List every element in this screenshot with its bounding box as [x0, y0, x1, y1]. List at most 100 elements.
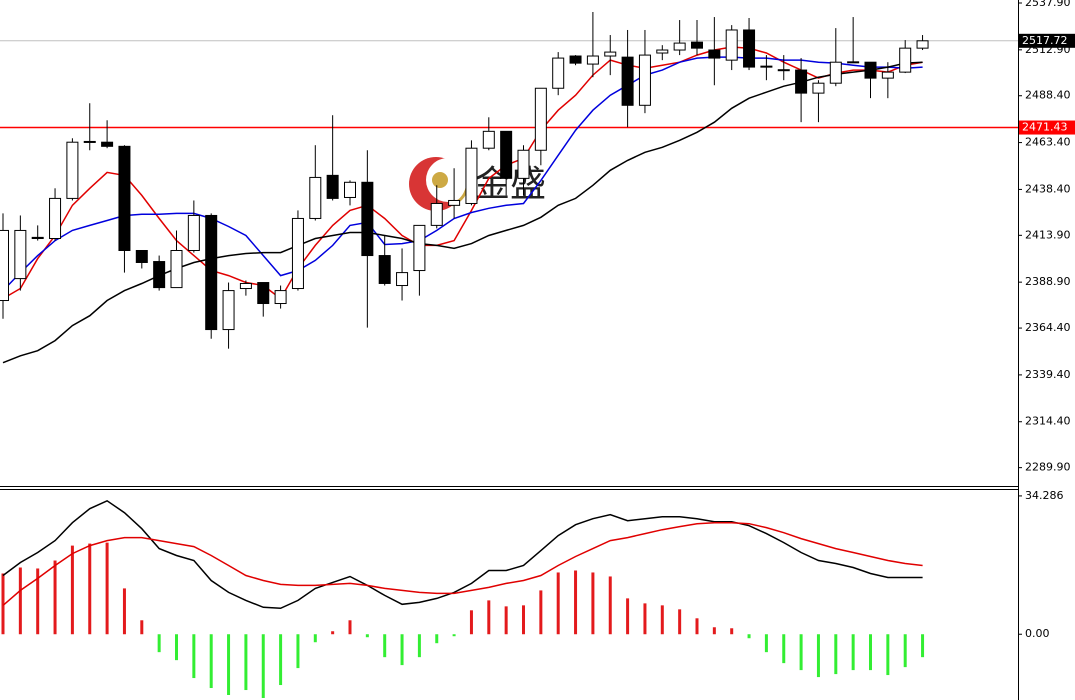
candle-body	[812, 82, 825, 94]
candle-body	[465, 147, 478, 204]
histogram-bar	[678, 609, 682, 635]
histogram-bar	[140, 620, 144, 635]
histogram-bar	[851, 634, 855, 671]
price-panel	[0, 11, 1018, 364]
histogram-bar	[331, 631, 335, 635]
candle-body	[604, 51, 617, 57]
histogram-bar	[487, 600, 491, 635]
histogram-bar	[157, 634, 161, 653]
candle-body	[864, 61, 877, 79]
level-label: 2471.43	[1022, 121, 1068, 134]
candle-body	[534, 87, 547, 151]
histogram-bar	[261, 634, 265, 698]
histogram-bar	[626, 598, 630, 635]
histogram-bar	[886, 634, 890, 676]
candle-body	[135, 249, 148, 263]
candle-body	[899, 47, 912, 73]
indicator-line	[2, 521, 923, 606]
candle-body	[708, 49, 721, 59]
candle-body	[66, 141, 79, 199]
candle-body	[430, 202, 443, 226]
histogram-bar	[539, 590, 543, 635]
candle-body	[170, 249, 183, 289]
histogram-bar	[313, 634, 317, 643]
candle-body	[153, 261, 166, 289]
histogram-bar	[192, 634, 196, 679]
histogram-bar	[452, 634, 456, 637]
candle-body	[777, 69, 790, 72]
histogram-bar	[209, 634, 213, 689]
histogram-bar	[105, 542, 109, 635]
candle-body	[118, 145, 131, 251]
histogram-bar	[469, 610, 473, 635]
histogram-bar	[869, 634, 872, 671]
histogram-bar	[400, 634, 404, 666]
histogram-bar	[747, 634, 751, 639]
candle-body	[586, 55, 599, 65]
candle-body	[378, 255, 391, 284]
candle-body	[847, 61, 860, 64]
candle-body	[795, 69, 808, 94]
y-tick-label: 0.00	[1025, 627, 1050, 640]
y-tick-label: 2488.40	[1025, 89, 1071, 102]
histogram-bar	[279, 634, 283, 686]
histogram-bar	[921, 634, 925, 658]
price-tag	[1019, 33, 1075, 48]
candle-body	[569, 55, 582, 64]
histogram-bar	[574, 570, 578, 635]
level-tag	[1019, 120, 1075, 135]
y-tick-label: 2339.40	[1025, 368, 1071, 381]
candle-body	[0, 229, 9, 302]
histogram-bar	[435, 634, 439, 644]
y-tick-label: 2413.90	[1025, 228, 1071, 241]
histogram-bar	[383, 634, 387, 658]
candle-body	[239, 282, 252, 290]
histogram-bar	[556, 572, 560, 635]
histogram-bar	[348, 620, 352, 635]
candle-body	[517, 149, 530, 179]
y-tick-label: 2364.40	[1025, 321, 1071, 334]
candle-body	[344, 181, 356, 198]
histogram-bar	[244, 634, 248, 691]
y-tick-label: 2438.40	[1025, 182, 1071, 195]
candle-body	[274, 290, 287, 305]
histogram-bar	[816, 634, 820, 678]
histogram-bar	[122, 588, 126, 635]
candle-body	[49, 197, 62, 240]
histogram-bar	[175, 634, 178, 661]
histogram-bar	[730, 628, 734, 635]
candle-body	[396, 272, 409, 287]
histogram-bar	[643, 603, 647, 635]
candle-body	[222, 290, 235, 331]
candle-body	[291, 217, 304, 290]
candle-body	[83, 140, 96, 143]
candle-body	[725, 29, 738, 61]
candle-body	[326, 174, 339, 199]
histogram-bar	[36, 568, 40, 635]
histogram-bar	[799, 634, 803, 671]
candle-body	[101, 141, 114, 147]
candle-body	[448, 199, 461, 206]
histogram-bar	[18, 567, 22, 635]
histogram-bar	[903, 634, 907, 668]
candle-body	[621, 56, 634, 106]
histogram-bar	[834, 634, 838, 675]
candle-body	[14, 229, 27, 280]
candle-body	[691, 41, 703, 49]
indicator-line	[2, 499, 923, 610]
histogram-bar	[504, 606, 508, 635]
histogram-bar	[522, 605, 525, 635]
macd-panel	[1, 499, 925, 698]
candle-body	[309, 176, 322, 219]
histogram-bar	[227, 634, 231, 695]
candle-body	[31, 236, 44, 240]
histogram-bar	[712, 627, 716, 635]
candle-body	[361, 181, 374, 257]
candle-body	[881, 71, 894, 79]
histogram-bar	[88, 543, 92, 635]
histogram-bar	[70, 545, 74, 635]
candle-body	[413, 224, 426, 272]
y-tick-label: 2388.90	[1025, 275, 1071, 288]
